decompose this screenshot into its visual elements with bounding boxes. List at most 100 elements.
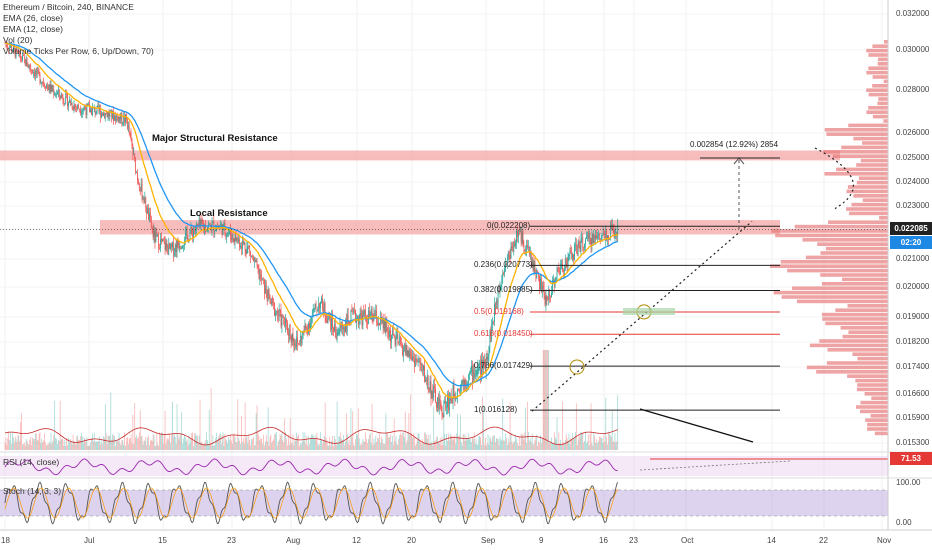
candle-body <box>89 105 91 113</box>
legend-vol[interactable]: Vol (20) <box>3 35 33 45</box>
candle-body <box>131 139 133 147</box>
candle-body <box>574 244 575 260</box>
volume-bar <box>403 436 405 450</box>
profile-row-46 <box>817 242 888 246</box>
candle-body <box>323 303 325 315</box>
volume-bar <box>364 441 366 450</box>
volume-bar <box>474 443 476 450</box>
volume-bar <box>494 442 496 450</box>
volume-bar <box>115 445 116 450</box>
volume-bar <box>63 445 65 450</box>
volume-bar <box>75 444 77 450</box>
volume-bar <box>266 441 268 450</box>
volume-bar <box>206 432 207 450</box>
candle-body <box>189 233 191 241</box>
candle-body <box>457 388 459 398</box>
candle-body <box>29 64 31 68</box>
stoch-k-line <box>4 481 619 525</box>
zone-major-structural <box>0 150 840 161</box>
volume-bar <box>599 436 601 450</box>
candle-body <box>616 231 618 236</box>
volume-bar <box>610 436 612 450</box>
candle-body <box>120 112 122 120</box>
candle-body <box>586 236 587 239</box>
candle-body <box>100 108 102 118</box>
time-tick-0: 18 <box>1 536 10 545</box>
volume-bar <box>333 435 335 450</box>
candle-body <box>582 237 584 248</box>
candle-body <box>231 234 233 241</box>
candle-body <box>135 158 137 173</box>
candle-body <box>567 255 569 267</box>
candle-body <box>91 109 92 115</box>
volume-bar <box>450 435 452 450</box>
candle-body <box>157 234 159 236</box>
time-tick-3: 23 <box>227 536 236 545</box>
volume-bar <box>490 438 492 450</box>
candle-body <box>266 295 268 302</box>
volume-bar <box>48 442 50 450</box>
volume-bar <box>386 432 388 450</box>
candle-body <box>503 273 505 274</box>
volume-bar <box>388 437 390 450</box>
volume-bar <box>540 435 541 450</box>
candle-body <box>583 247 585 249</box>
candle-body <box>67 94 68 107</box>
volume-bar <box>104 404 106 450</box>
volume-bar <box>181 411 183 450</box>
volume-bar <box>305 444 307 450</box>
volume-bar <box>269 436 271 450</box>
rsi-label[interactable]: RSI (14, close) <box>3 457 60 467</box>
candle-body <box>521 231 523 243</box>
profile-row-61 <box>835 308 888 312</box>
candle-body <box>177 240 179 246</box>
volume-bar <box>226 440 228 450</box>
candle-body <box>391 329 393 335</box>
candle-body <box>150 217 152 228</box>
volume-bar <box>225 438 227 450</box>
candle-body <box>69 99 71 105</box>
candle-body <box>350 310 352 326</box>
volume-bar <box>192 432 194 450</box>
volume-bar <box>443 408 445 450</box>
volume-bar <box>54 400 56 450</box>
volume-bar <box>363 441 365 450</box>
candle-body <box>356 319 357 323</box>
volume-bar <box>254 445 256 450</box>
volume-bar <box>404 411 406 450</box>
volume-bar <box>81 436 83 450</box>
profile-row-34 <box>846 189 888 194</box>
legend-volume-profile[interactable]: Volume Ticks Per Row, 6, Up/Down, 70) <box>3 46 154 56</box>
candle-body <box>587 234 589 239</box>
volume-bar <box>80 436 81 450</box>
candle-body <box>137 172 138 181</box>
candle-body <box>241 240 243 249</box>
candle-body <box>597 235 598 239</box>
candle-body <box>352 311 354 313</box>
candle-body <box>151 227 153 229</box>
fib-label-2: 0.382(0.019885) <box>474 285 533 295</box>
candle-body <box>328 313 330 319</box>
volume-bar <box>287 434 289 450</box>
profile-row-43 <box>771 229 888 233</box>
price-tick-1: 0.030000 <box>896 45 930 54</box>
volume-bar <box>552 443 554 450</box>
candle-body <box>507 251 509 260</box>
volume-bar <box>238 437 240 450</box>
volume-bar <box>536 434 538 450</box>
candle-body <box>174 244 176 252</box>
candle-body <box>14 48 16 57</box>
candle-body <box>202 223 204 225</box>
volume-bar <box>159 432 160 450</box>
candle-body <box>286 318 287 323</box>
candle-body <box>464 380 466 386</box>
volume-bar <box>268 445 270 450</box>
legend-ema12[interactable]: EMA (12, close) <box>3 24 63 34</box>
legend-ema26[interactable]: EMA (26, close) <box>3 13 63 23</box>
volume-bar <box>179 436 181 450</box>
stoch-label[interactable]: Stoch (14, 3, 3) <box>3 486 62 496</box>
volume-bar <box>389 437 390 450</box>
candle-body <box>57 92 58 95</box>
volume-bar <box>613 441 615 450</box>
